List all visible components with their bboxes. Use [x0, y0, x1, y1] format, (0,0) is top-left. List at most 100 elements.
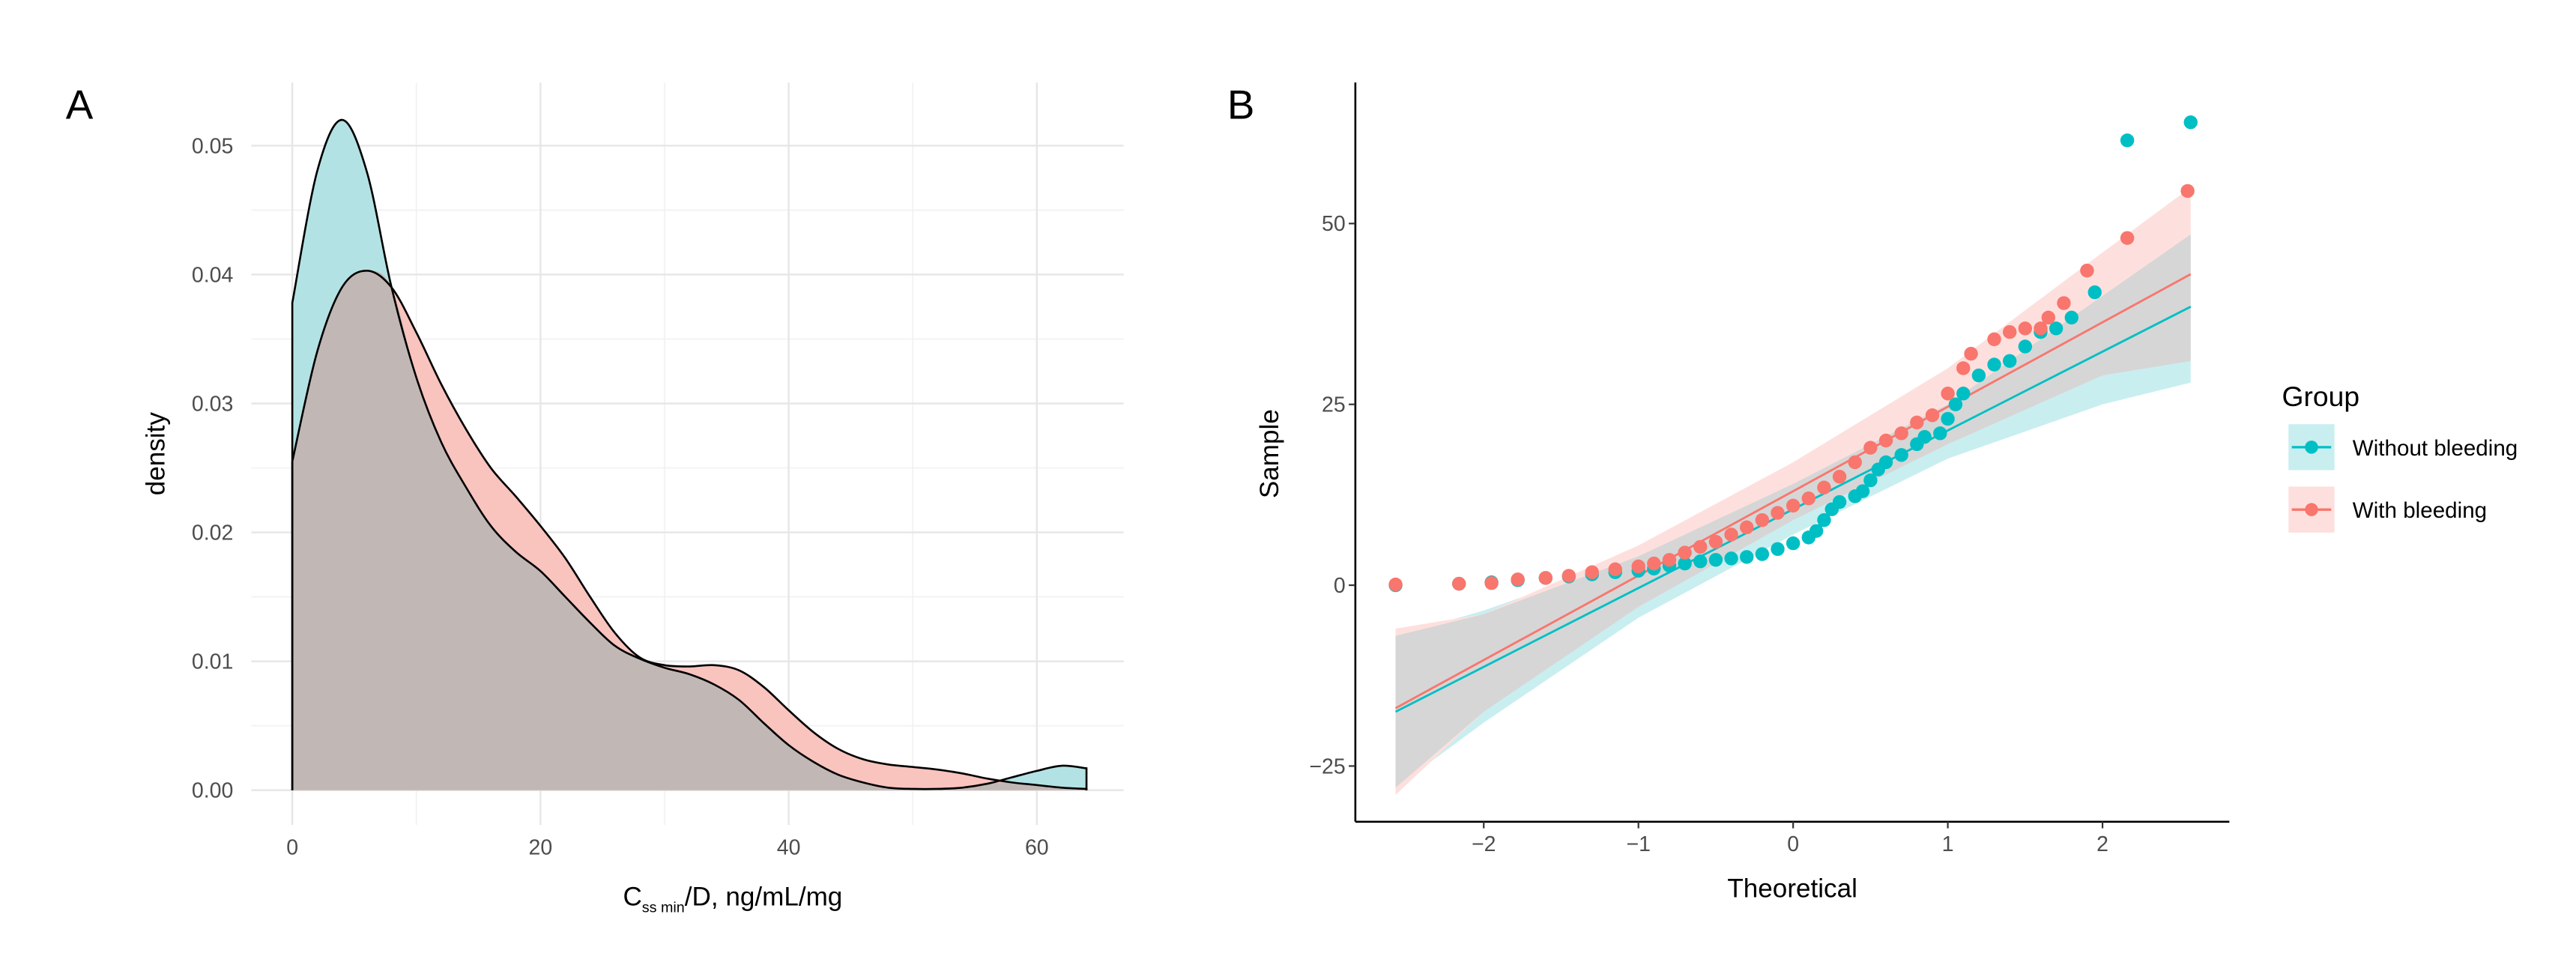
- qq-point-without-bleeding: [2064, 310, 2078, 325]
- qq-point-with-bleeding: [2180, 184, 2195, 199]
- x-label-rest: /D, ng/mL/mg: [685, 883, 843, 912]
- qq-point-without-bleeding: [1917, 429, 1932, 444]
- qq-point-with-bleeding: [1484, 575, 1499, 590]
- qq-point-with-bleeding: [1848, 455, 1862, 470]
- qq-point-with-bleeding: [2041, 310, 2056, 325]
- qq-point-with-bleeding: [2057, 296, 2071, 310]
- y-tick-label: 0.00: [192, 779, 233, 803]
- legend-item-without-bleeding[interactable]: Without bleeding: [2288, 424, 2518, 471]
- qq-point-with-bleeding: [2120, 231, 2135, 245]
- x-axis-label-b: Theoretical: [1727, 874, 1857, 904]
- legend-label: Without bleeding: [2353, 436, 2518, 461]
- reference-line-with-bleeding: [1394, 273, 2192, 710]
- qq-point-with-bleeding: [2034, 321, 2048, 336]
- qq-point-without-bleeding: [1971, 368, 1986, 383]
- x-tick-label: 2: [2096, 832, 2108, 856]
- y-tick-label: −25: [1309, 754, 1345, 778]
- legend-item-with-bleeding[interactable]: With bleeding: [2288, 486, 2487, 533]
- qq-point-without-bleeding: [1832, 494, 1847, 509]
- qq-point-with-bleeding: [1894, 426, 1908, 441]
- qq-point-with-bleeding: [1801, 491, 1816, 506]
- qq-point-without-bleeding: [2018, 339, 2033, 354]
- qq-point-with-bleeding: [1608, 562, 1622, 577]
- x-axis-label-a: Css min/D, ng/mL/mg: [623, 883, 842, 916]
- qq-point-with-bleeding: [1724, 527, 1738, 542]
- qq-point-without-bleeding: [1878, 455, 1893, 470]
- qq-point-with-bleeding: [1452, 576, 1466, 591]
- y-tick-label: 50: [1322, 212, 1346, 236]
- x-tick-label: 40: [777, 836, 801, 860]
- qq-point-without-bleeding: [1941, 411, 1955, 426]
- legend-key-point: [2305, 441, 2318, 454]
- legend: Group Without bleeding With bleeding: [2282, 381, 2518, 533]
- x-tick-label: 60: [1025, 836, 1049, 860]
- density-outline-without-bleeding: [291, 118, 1088, 790]
- qq-point-without-bleeding: [1678, 556, 1692, 571]
- qq-point-with-bleeding: [2080, 263, 2094, 278]
- axes-b: −2 −1 0 1 2 −25 0 25 50: [1309, 82, 2230, 856]
- qq-points: [1388, 115, 2198, 593]
- x-tick-label: 1: [1942, 832, 1954, 856]
- qq-point-with-bleeding: [1647, 556, 1661, 571]
- qq-point-with-bleeding: [1956, 361, 1971, 375]
- qq-point-without-bleeding: [1863, 473, 1878, 488]
- density-overlap-area: [292, 270, 1087, 790]
- y-axis-label-b: Sample: [1255, 409, 1284, 498]
- x-label-subscript: ss min: [642, 899, 685, 916]
- qq-point-with-bleeding: [1941, 387, 1955, 401]
- qq-point-with-bleeding: [1678, 545, 1692, 560]
- legend-label: With bleeding: [2353, 498, 2487, 523]
- qq-point-with-bleeding: [2018, 321, 2033, 336]
- ticks-a: 0 20 40 60 0.00 0.01 0.02 0.03 0.04 0.05: [192, 134, 1049, 859]
- qq-point-with-bleeding: [1388, 577, 1403, 592]
- legend-title: Group: [2282, 381, 2360, 412]
- qq-point-without-bleeding: [1956, 387, 1971, 401]
- qq-point-with-bleeding: [1863, 441, 1878, 455]
- y-tick-label: 0.01: [192, 650, 233, 674]
- qq-point-without-bleeding: [1771, 542, 1785, 557]
- y-tick-label: 0.05: [192, 134, 233, 158]
- qq-point-without-bleeding: [2087, 285, 2102, 300]
- qq-point-with-bleeding: [1585, 565, 1599, 579]
- density-areas: [291, 118, 1088, 790]
- qq-point-with-bleeding: [1786, 498, 1801, 513]
- qq-point-without-bleeding: [2120, 133, 2135, 148]
- qq-point-without-bleeding: [1740, 550, 1754, 564]
- qq-point-without-bleeding: [1933, 426, 1947, 441]
- qq-point-without-bleeding: [1755, 547, 1770, 561]
- qq-point-without-bleeding: [1693, 554, 1708, 569]
- qq-point-with-bleeding: [1987, 332, 2001, 347]
- y-tick-label: 0.04: [192, 263, 234, 287]
- qq-point-with-bleeding: [1832, 470, 1847, 484]
- y-tick-label: 25: [1322, 393, 1346, 417]
- x-tick-label: 0: [286, 836, 298, 860]
- qq-point-without-bleeding: [1786, 536, 1801, 551]
- qq-point-without-bleeding: [1817, 512, 1831, 527]
- panel-label-b: B: [1227, 81, 1255, 127]
- qq-point-with-bleeding: [1740, 520, 1754, 535]
- qq-point-with-bleeding: [1878, 433, 1893, 448]
- qq-point-with-bleeding: [1511, 572, 1525, 587]
- qq-point-with-bleeding: [1755, 512, 1770, 527]
- legend-key-point: [2305, 503, 2318, 516]
- qq-point-with-bleeding: [2002, 324, 2017, 339]
- x-tick-label: −1: [1626, 832, 1651, 856]
- qq-point-with-bleeding: [1561, 569, 1576, 583]
- y-tick-label: 0: [1334, 574, 1346, 598]
- qq-point-without-bleeding: [2002, 354, 2017, 369]
- qq-point-without-bleeding: [1894, 448, 1908, 462]
- y-axis-label-a: density: [141, 412, 170, 496]
- qq-point-without-bleeding: [1708, 553, 1723, 567]
- panel-label-a: A: [66, 81, 94, 127]
- qq-point-without-bleeding: [1809, 524, 1824, 538]
- qq-panel: B −2 −1 0 1 2 −25 0 25 50 Sample Theoretical Gro…: [1227, 81, 2518, 903]
- y-tick-label: 0.02: [192, 521, 233, 545]
- qq-point-with-bleeding: [1708, 534, 1723, 549]
- qq-point-with-bleeding: [1631, 559, 1645, 574]
- qq-point-without-bleeding: [1948, 397, 1963, 411]
- qq-point-without-bleeding: [1724, 551, 1738, 566]
- qq-point-with-bleeding: [1771, 506, 1785, 520]
- qq-point-without-bleeding: [1855, 484, 1870, 498]
- qq-point-with-bleeding: [1693, 539, 1708, 554]
